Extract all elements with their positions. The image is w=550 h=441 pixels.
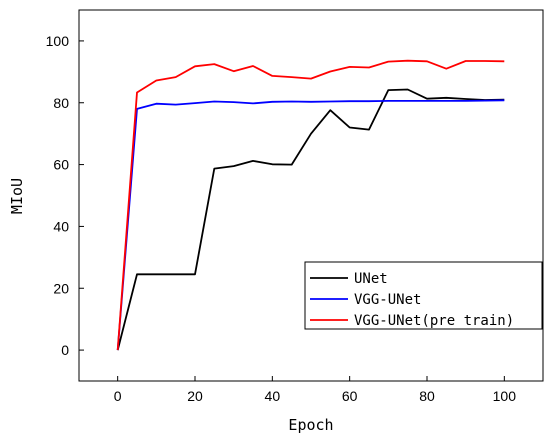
x-tick-label: 0 <box>114 388 122 404</box>
legend-box <box>304 261 543 330</box>
x-tick-label: 100 <box>493 388 517 404</box>
x-tick-label: 20 <box>187 388 203 404</box>
y-tick-label: 20 <box>53 280 69 296</box>
y-tick-label: 100 <box>46 33 70 49</box>
x-tick-label: 80 <box>419 388 435 404</box>
series-line-1 <box>116 99 505 351</box>
legend-label-2: VGG-UNet(pre train) <box>354 313 514 329</box>
y-tick-label: 0 <box>61 342 69 358</box>
legend: UNet VGG-UNet VGG-UNet(pre train) <box>304 261 543 330</box>
x-tick-label: 60 <box>342 388 358 404</box>
y-axis-title: MIoU <box>8 178 26 214</box>
series-line-2 <box>116 59 505 351</box>
x-tick-label: 40 <box>265 388 281 404</box>
legend-label-0: UNet <box>354 271 388 287</box>
legend-label-1: VGG-UNet <box>354 292 421 308</box>
axis-tick-labels: 0 20 40 60 80 100 0 20 40 60 80 100 <box>46 33 517 404</box>
y-tick-label: 40 <box>53 218 69 234</box>
axis-ticks <box>79 40 505 381</box>
plot-frame <box>78 9 544 382</box>
y-tick-label: 80 <box>53 95 69 111</box>
x-axis-title: Epoch <box>288 416 333 434</box>
y-tick-label: 60 <box>53 157 69 173</box>
series-lines <box>116 59 505 351</box>
series-line-0 <box>116 88 505 351</box>
